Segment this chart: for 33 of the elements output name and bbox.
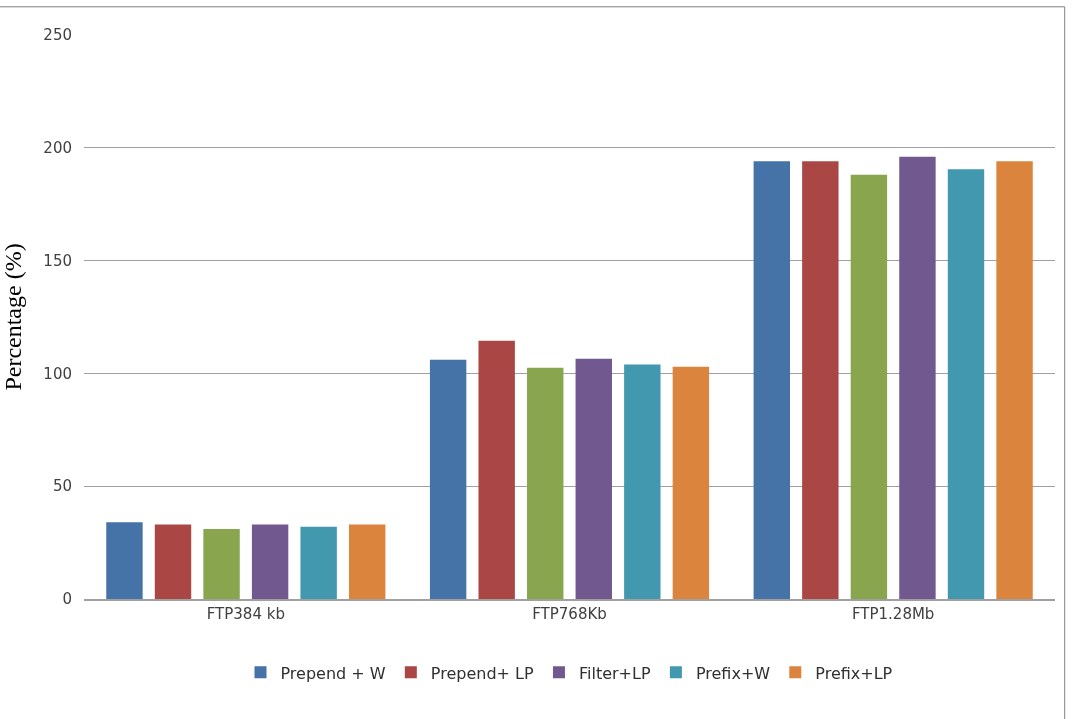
bar xyxy=(996,161,1033,599)
bar xyxy=(947,169,985,599)
bar xyxy=(575,358,612,599)
bar xyxy=(624,364,661,599)
y-tick-label: 150 xyxy=(43,251,72,270)
legend-label: Prefix+W xyxy=(695,663,771,683)
bar xyxy=(802,161,839,599)
bar xyxy=(300,526,337,599)
y-tick-label: 100 xyxy=(43,364,72,383)
bar xyxy=(672,366,710,599)
legend-label: Filter+LP xyxy=(578,663,651,683)
bar xyxy=(478,340,515,599)
bar xyxy=(203,529,240,599)
legend-label: Prefix+LP xyxy=(815,663,893,683)
bar xyxy=(850,174,888,599)
y-tick-label: 50 xyxy=(52,477,72,496)
y-tick-label: 250 xyxy=(43,26,72,45)
x-tick-label: FTP384 kb xyxy=(206,605,285,623)
y-tick-label: 0 xyxy=(62,590,72,609)
bar xyxy=(899,156,936,599)
y-axis-title: Percentage (%) xyxy=(0,243,26,391)
bar xyxy=(154,524,192,599)
bar xyxy=(106,522,143,599)
bar xyxy=(429,359,467,599)
bar xyxy=(753,161,790,599)
bar xyxy=(251,524,289,599)
legend-label: Prepend+ LP xyxy=(430,663,534,683)
legend-label: Prepend + W xyxy=(280,663,386,683)
bar xyxy=(527,367,564,599)
y-tick-label: 200 xyxy=(43,139,72,158)
x-tick-label: FTP768Kb xyxy=(532,605,607,623)
x-tick-label: FTP1.28Mb xyxy=(851,605,935,623)
bar xyxy=(349,524,386,599)
